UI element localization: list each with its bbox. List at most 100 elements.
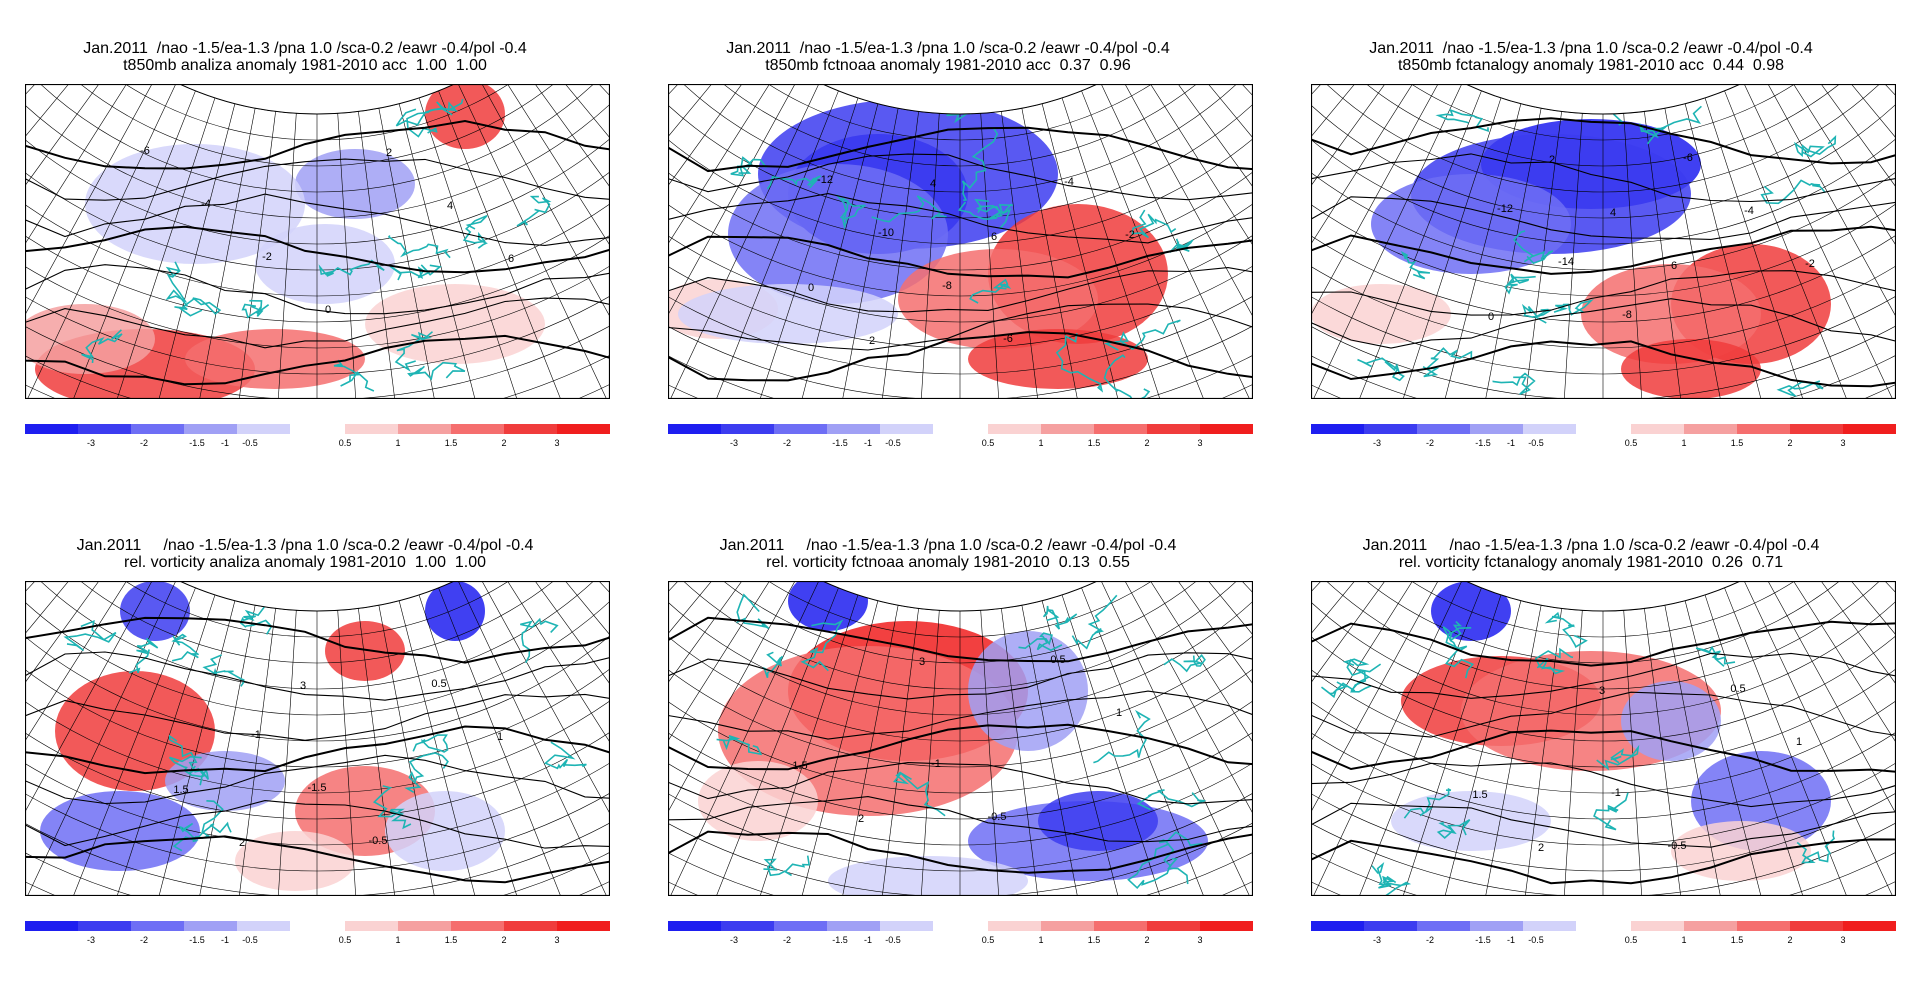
contour-label: -4 — [1064, 176, 1074, 188]
colorbar-swatch — [557, 424, 610, 434]
map-fan-outline — [821, 581, 1099, 612]
parallel-line — [25, 159, 610, 375]
colorbar-tick-label: 2 — [1787, 935, 1792, 945]
parallel-line — [668, 581, 1253, 716]
colorbar-tick-label: 3 — [554, 438, 559, 448]
contour-line — [1311, 225, 1896, 275]
meridian-line — [25, 581, 124, 864]
contour-label: 1.5 — [173, 784, 188, 796]
meridian-line — [668, 84, 735, 309]
meridian-line — [780, 103, 879, 399]
map-fan-outline — [178, 581, 456, 612]
parallel-line — [1311, 590, 1896, 768]
colorbar-swatch — [557, 921, 610, 931]
contour-label: -0.5 — [1668, 840, 1687, 852]
meridian-line — [1061, 97, 1183, 399]
parallel-line — [668, 84, 1253, 245]
map-field — [668, 581, 1253, 896]
coastline — [1400, 250, 1430, 280]
map-svg: -1 -0.5 0.5 1 1.5 2 3 — [668, 581, 1253, 896]
coastline — [81, 329, 123, 363]
meridian-line — [1153, 581, 1253, 864]
colorbar-swatch — [78, 424, 131, 434]
meridian-line — [914, 113, 940, 399]
meridian-line — [1170, 84, 1253, 339]
shade-region — [55, 671, 215, 791]
colorbar-tick-label: 0.5 — [982, 438, 995, 448]
map-frame — [668, 84, 1253, 399]
shade-region — [1038, 791, 1158, 851]
panel-vort-fctanalogy: Jan.2011 /nao -1.5/ea-1.3 /pna 1.0 /sca-… — [1286, 537, 1896, 977]
meridian-line — [1796, 84, 1896, 367]
colorbar-swatch — [1470, 424, 1523, 434]
colorbar-swatch — [668, 921, 721, 931]
colorbar-swatch — [398, 921, 451, 931]
colorbar-tick-label: -1.5 — [1475, 438, 1491, 448]
coastline — [1695, 645, 1736, 667]
meridian-line — [668, 84, 750, 339]
shade-region — [255, 224, 395, 304]
colorbar-swatch — [1843, 921, 1896, 931]
meridian-line — [25, 84, 107, 339]
meridian-line — [1779, 581, 1896, 889]
contour-label: 2 — [1549, 154, 1555, 166]
coastline — [516, 195, 552, 227]
colorbar-tick-label: -0.5 — [242, 935, 258, 945]
parallel-line — [1311, 640, 1896, 846]
meridian-line — [1467, 108, 1542, 399]
contour-label: 1.5 — [792, 760, 807, 772]
colorbar-tick-label: 0.5 — [982, 935, 995, 945]
colorbar-tick-label: -0.5 — [1528, 438, 1544, 448]
colorbar-tick-label: 1.5 — [1088, 935, 1101, 945]
meridian-line — [1380, 594, 1502, 896]
meridian-line — [1743, 84, 1896, 399]
contour-line — [25, 193, 610, 246]
colorbar-tick-label: -0.5 — [242, 438, 258, 448]
coastline — [1504, 273, 1536, 295]
contour-label: -4 — [201, 198, 211, 210]
meridian-line — [1311, 84, 1378, 309]
contour-label: -8 — [1622, 309, 1632, 321]
coastline — [1436, 819, 1471, 839]
coastline — [1593, 792, 1629, 831]
title-line-2: rel. vorticity analiza anomaly 1981-2010… — [124, 554, 486, 571]
meridian-line — [1041, 103, 1140, 399]
meridian-line — [1704, 97, 1826, 399]
parallel-line — [25, 93, 610, 271]
meridian-line — [668, 84, 784, 392]
meridian-line — [378, 108, 453, 399]
meridian-line — [1828, 84, 1896, 309]
meridian-line — [668, 581, 802, 896]
parallel-line — [668, 84, 1253, 167]
meridian-line — [1170, 581, 1253, 836]
parallel-line — [668, 640, 1253, 846]
contour-line — [25, 119, 610, 170]
coastline — [1357, 357, 1405, 382]
colorbar-swatch — [1737, 424, 1790, 434]
meridian-line — [869, 111, 919, 399]
parallel-line — [25, 607, 610, 794]
contour-label: -12 — [817, 174, 833, 186]
map-frame — [25, 84, 610, 399]
title-line-1: Jan.2011 /nao -1.5/ea-1.3 /pna 1.0 /sca-… — [719, 537, 1177, 554]
coastline — [1371, 862, 1397, 886]
colorbar-tick-label: 0.5 — [339, 438, 352, 448]
contour-label: -0.5 — [988, 811, 1007, 823]
contour-line — [668, 303, 1253, 351]
coastline — [404, 752, 449, 793]
colorbar-tick-label: 3 — [1840, 438, 1845, 448]
panel-title: Jan.2011 /nao -1.5/ea-1.3 /pna 1.0 /sca-… — [1286, 40, 1896, 74]
colorbar-tick-label: -0.5 — [885, 935, 901, 945]
map-frame — [668, 581, 1253, 896]
shade-region — [325, 621, 405, 681]
meridian-line — [25, 581, 107, 836]
contour-label: -1 — [251, 729, 261, 741]
map-plot: -1 -1.5 -0.5 0.5 1 1.5 2 3 — [25, 581, 610, 896]
colorbar-tick-label: -1 — [1507, 935, 1515, 945]
contour-label: 0 — [1488, 311, 1494, 323]
colorbar-swatch — [398, 424, 451, 434]
meridian-line — [226, 608, 276, 896]
shade-region — [295, 149, 415, 219]
coastline — [893, 771, 946, 817]
colorbar-tick-label: 3 — [1840, 935, 1845, 945]
